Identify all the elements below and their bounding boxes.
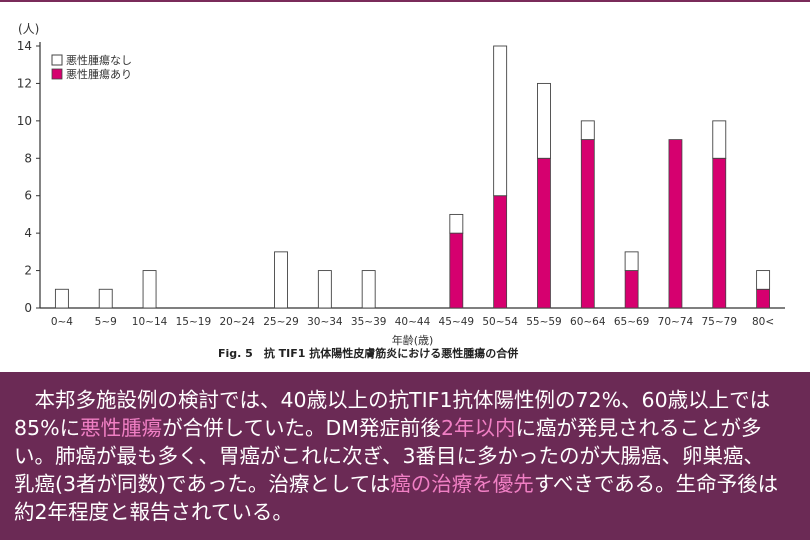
- y-tick-label: 12: [17, 76, 32, 90]
- x-tick-label: 45~49: [439, 316, 475, 328]
- description-text: 本邦多施設例の検討では、40歳以上の抗TIF1抗体陽性例の72%、60歳以上では…: [14, 386, 780, 526]
- highlighted-phrase: 2年以内: [440, 416, 516, 440]
- x-tick-label: 0~4: [51, 316, 73, 328]
- legend-swatch-with-tumor: [51, 68, 63, 80]
- legend-swatch-without-tumor: [51, 54, 63, 66]
- x-tick-label: 20~24: [219, 316, 255, 328]
- bar-with-tumor: [537, 157, 551, 309]
- text-segment: 本邦多施設例の検討では、40歳以上の抗TIF1抗体陽性例の72%、60歳以上では…: [14, 388, 771, 440]
- x-tick-label: 55~59: [526, 316, 562, 328]
- bar-without-tumor: [317, 270, 332, 309]
- y-tick-label: 4: [24, 226, 32, 240]
- top-rule: [0, 0, 810, 2]
- x-tick-label: 30~34: [307, 316, 343, 328]
- x-tick-label: 70~74: [658, 316, 694, 328]
- bar-without-tumor: [624, 251, 639, 272]
- y-tick-label: 10: [17, 114, 32, 128]
- x-tick-label: 80<: [752, 316, 774, 328]
- bar-with-tumor: [624, 270, 639, 309]
- bar-without-tumor: [274, 251, 288, 309]
- bar-without-tumor: [142, 270, 157, 309]
- x-tick-label: 15~19: [176, 316, 212, 328]
- bar-with-tumor: [449, 232, 464, 309]
- chart-area: (人) 0 2 4 6 8 10 12 14 0~4 5~9 10~14 15~19 20~24 25~29…: [17, 22, 785, 360]
- text-segment: が合併していた。DM発症前後: [162, 416, 441, 440]
- text-segment: に癌が発見されることが多い。肺癌が最も多く、胃癌がこれに次ぎ、3番目に多かったの…: [14, 416, 765, 496]
- text-segment: すべきである。生命予後は約2年程度と報告されている。: [14, 472, 779, 524]
- figure-caption: Fig. 5 抗 TIF1 抗体陽性皮膚筋炎における悪性腫瘍の合併: [218, 346, 518, 360]
- y-tick-label: 14: [17, 39, 32, 53]
- bar-with-tumor: [580, 139, 595, 309]
- y-tick-label: 0: [24, 301, 32, 315]
- x-tick-label: 65~69: [614, 316, 650, 328]
- x-tick-label: 10~14: [132, 316, 168, 328]
- x-tick-label: 75~79: [701, 316, 737, 328]
- bar-chart: (人) 0 2 4 6 8 10 12 14 0~4 5~9 10~14 15~19 20~24 25~29…: [17, 22, 785, 360]
- bar-without-tumor: [493, 45, 508, 197]
- y-tick-label: 6: [24, 189, 32, 203]
- bar-with-tumor: [493, 195, 508, 309]
- x-tick-label: 5~9: [95, 316, 117, 328]
- bar-without-tumor: [54, 288, 69, 309]
- bar-without-tumor: [580, 120, 595, 141]
- bar-without-tumor: [712, 120, 727, 159]
- bar-with-tumor: [712, 157, 727, 309]
- bar-with-tumor: [668, 139, 683, 309]
- y-unit-label: (人): [18, 22, 39, 36]
- bar-with-tumor: [756, 288, 770, 309]
- x-tick-label: 35~39: [351, 316, 387, 328]
- x-tick-label: 60~64: [570, 316, 606, 328]
- x-tick-label: 50~54: [482, 316, 518, 328]
- bar-without-tumor: [98, 288, 113, 309]
- x-tick-label: 40~44: [395, 316, 431, 328]
- bar-without-tumor: [537, 82, 551, 159]
- bar-without-tumor: [449, 213, 464, 234]
- y-tick-label: 8: [24, 151, 32, 165]
- x-tick-label: 25~29: [263, 316, 299, 328]
- highlighted-phrase: 悪性腫瘍: [80, 416, 163, 440]
- bar-without-tumor: [361, 270, 376, 309]
- y-tick-label: 2: [24, 264, 32, 278]
- highlighted-phrase: 癌の治療を優先: [390, 472, 534, 496]
- description-panel: 本邦多施設例の検討では、40歳以上の抗TIF1抗体陽性例の72%、60歳以上では…: [0, 372, 810, 540]
- legend-label-without-tumor: 悪性腫瘍なし: [66, 53, 132, 67]
- bar-without-tumor: [756, 270, 771, 290]
- x-axis-title: 年齢(歳): [392, 333, 434, 347]
- legend-label-with-tumor: 悪性腫瘍あり: [66, 67, 132, 81]
